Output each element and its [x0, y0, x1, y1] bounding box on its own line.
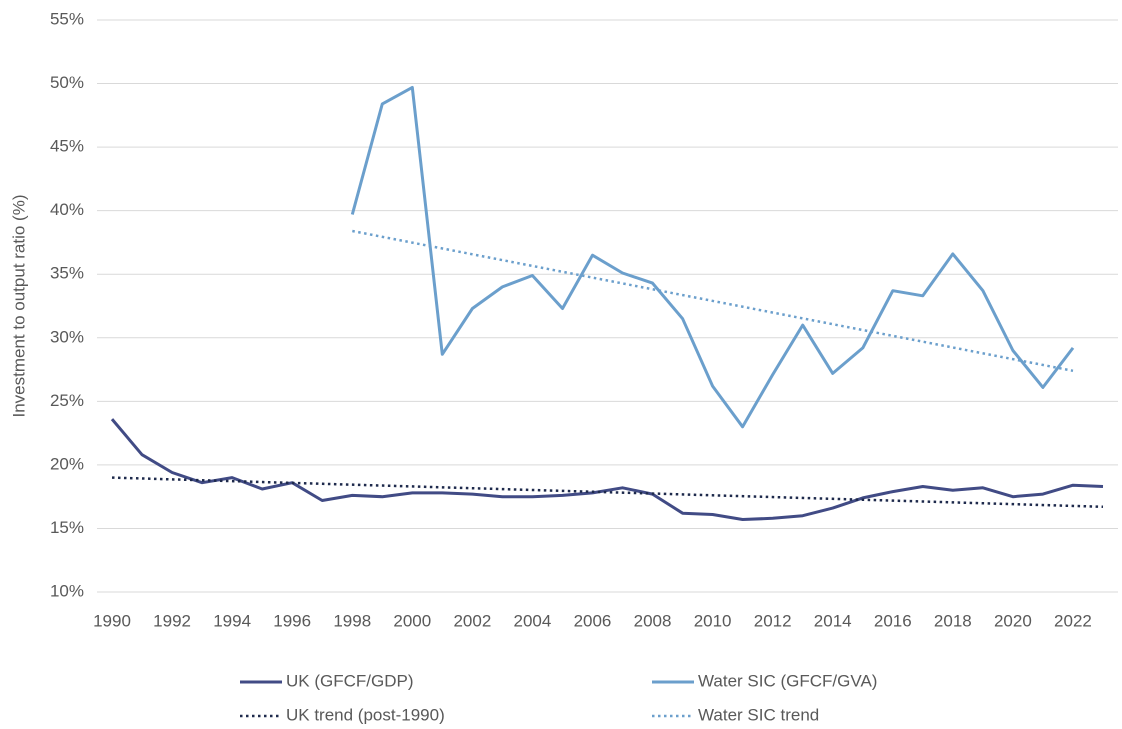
x-tick-label: 2022 — [1054, 611, 1092, 630]
y-tick-label: 50% — [50, 73, 84, 92]
x-tick-label: 2000 — [393, 611, 431, 630]
x-tick-label: 2012 — [754, 611, 792, 630]
series-line — [110, 418, 1104, 521]
x-tick-label: 1992 — [153, 611, 191, 630]
legend-label: Water SIC (GFCF/GVA) — [698, 671, 877, 690]
x-tick-label: 2006 — [574, 611, 612, 630]
y-tick-label: 25% — [50, 391, 84, 410]
legend-label: Water SIC trend — [698, 705, 819, 724]
y-tick-label: 10% — [50, 581, 84, 600]
series-line — [111, 476, 1104, 509]
y-tick-label: 20% — [50, 454, 84, 473]
x-tick-label: 1994 — [213, 611, 251, 630]
x-tick-label: 2002 — [453, 611, 491, 630]
legend-label: UK (GFCF/GDP) — [286, 671, 414, 690]
x-tick-label: 2010 — [694, 611, 732, 630]
y-tick-label: 15% — [50, 518, 84, 537]
x-tick-label: 1998 — [333, 611, 371, 630]
x-tick-label: 2014 — [814, 611, 852, 630]
x-tick-label: 1996 — [273, 611, 311, 630]
x-tick-label: 2018 — [934, 611, 972, 630]
x-tick-label: 2008 — [634, 611, 672, 630]
y-tick-label: 30% — [50, 327, 84, 346]
x-tick-label: 2004 — [514, 611, 552, 630]
series-line — [350, 85, 1075, 429]
x-tick-label: 1990 — [93, 611, 131, 630]
y-tick-label: 40% — [50, 200, 84, 219]
y-tick-label: 35% — [50, 264, 84, 283]
x-tick-label: 2020 — [994, 611, 1032, 630]
series-line — [352, 229, 1074, 373]
y-tick-label: 45% — [50, 137, 84, 156]
legend-label: UK trend (post-1990) — [286, 705, 445, 724]
x-tick-label: 2016 — [874, 611, 912, 630]
y-axis-title: Investment to output ratio (%) — [9, 195, 28, 418]
y-tick-label: 55% — [50, 9, 84, 28]
